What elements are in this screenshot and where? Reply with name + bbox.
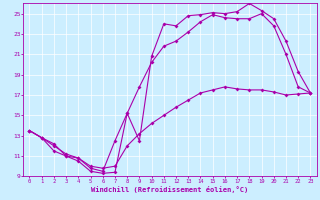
X-axis label: Windchill (Refroidissement éolien,°C): Windchill (Refroidissement éolien,°C) — [91, 186, 249, 193]
